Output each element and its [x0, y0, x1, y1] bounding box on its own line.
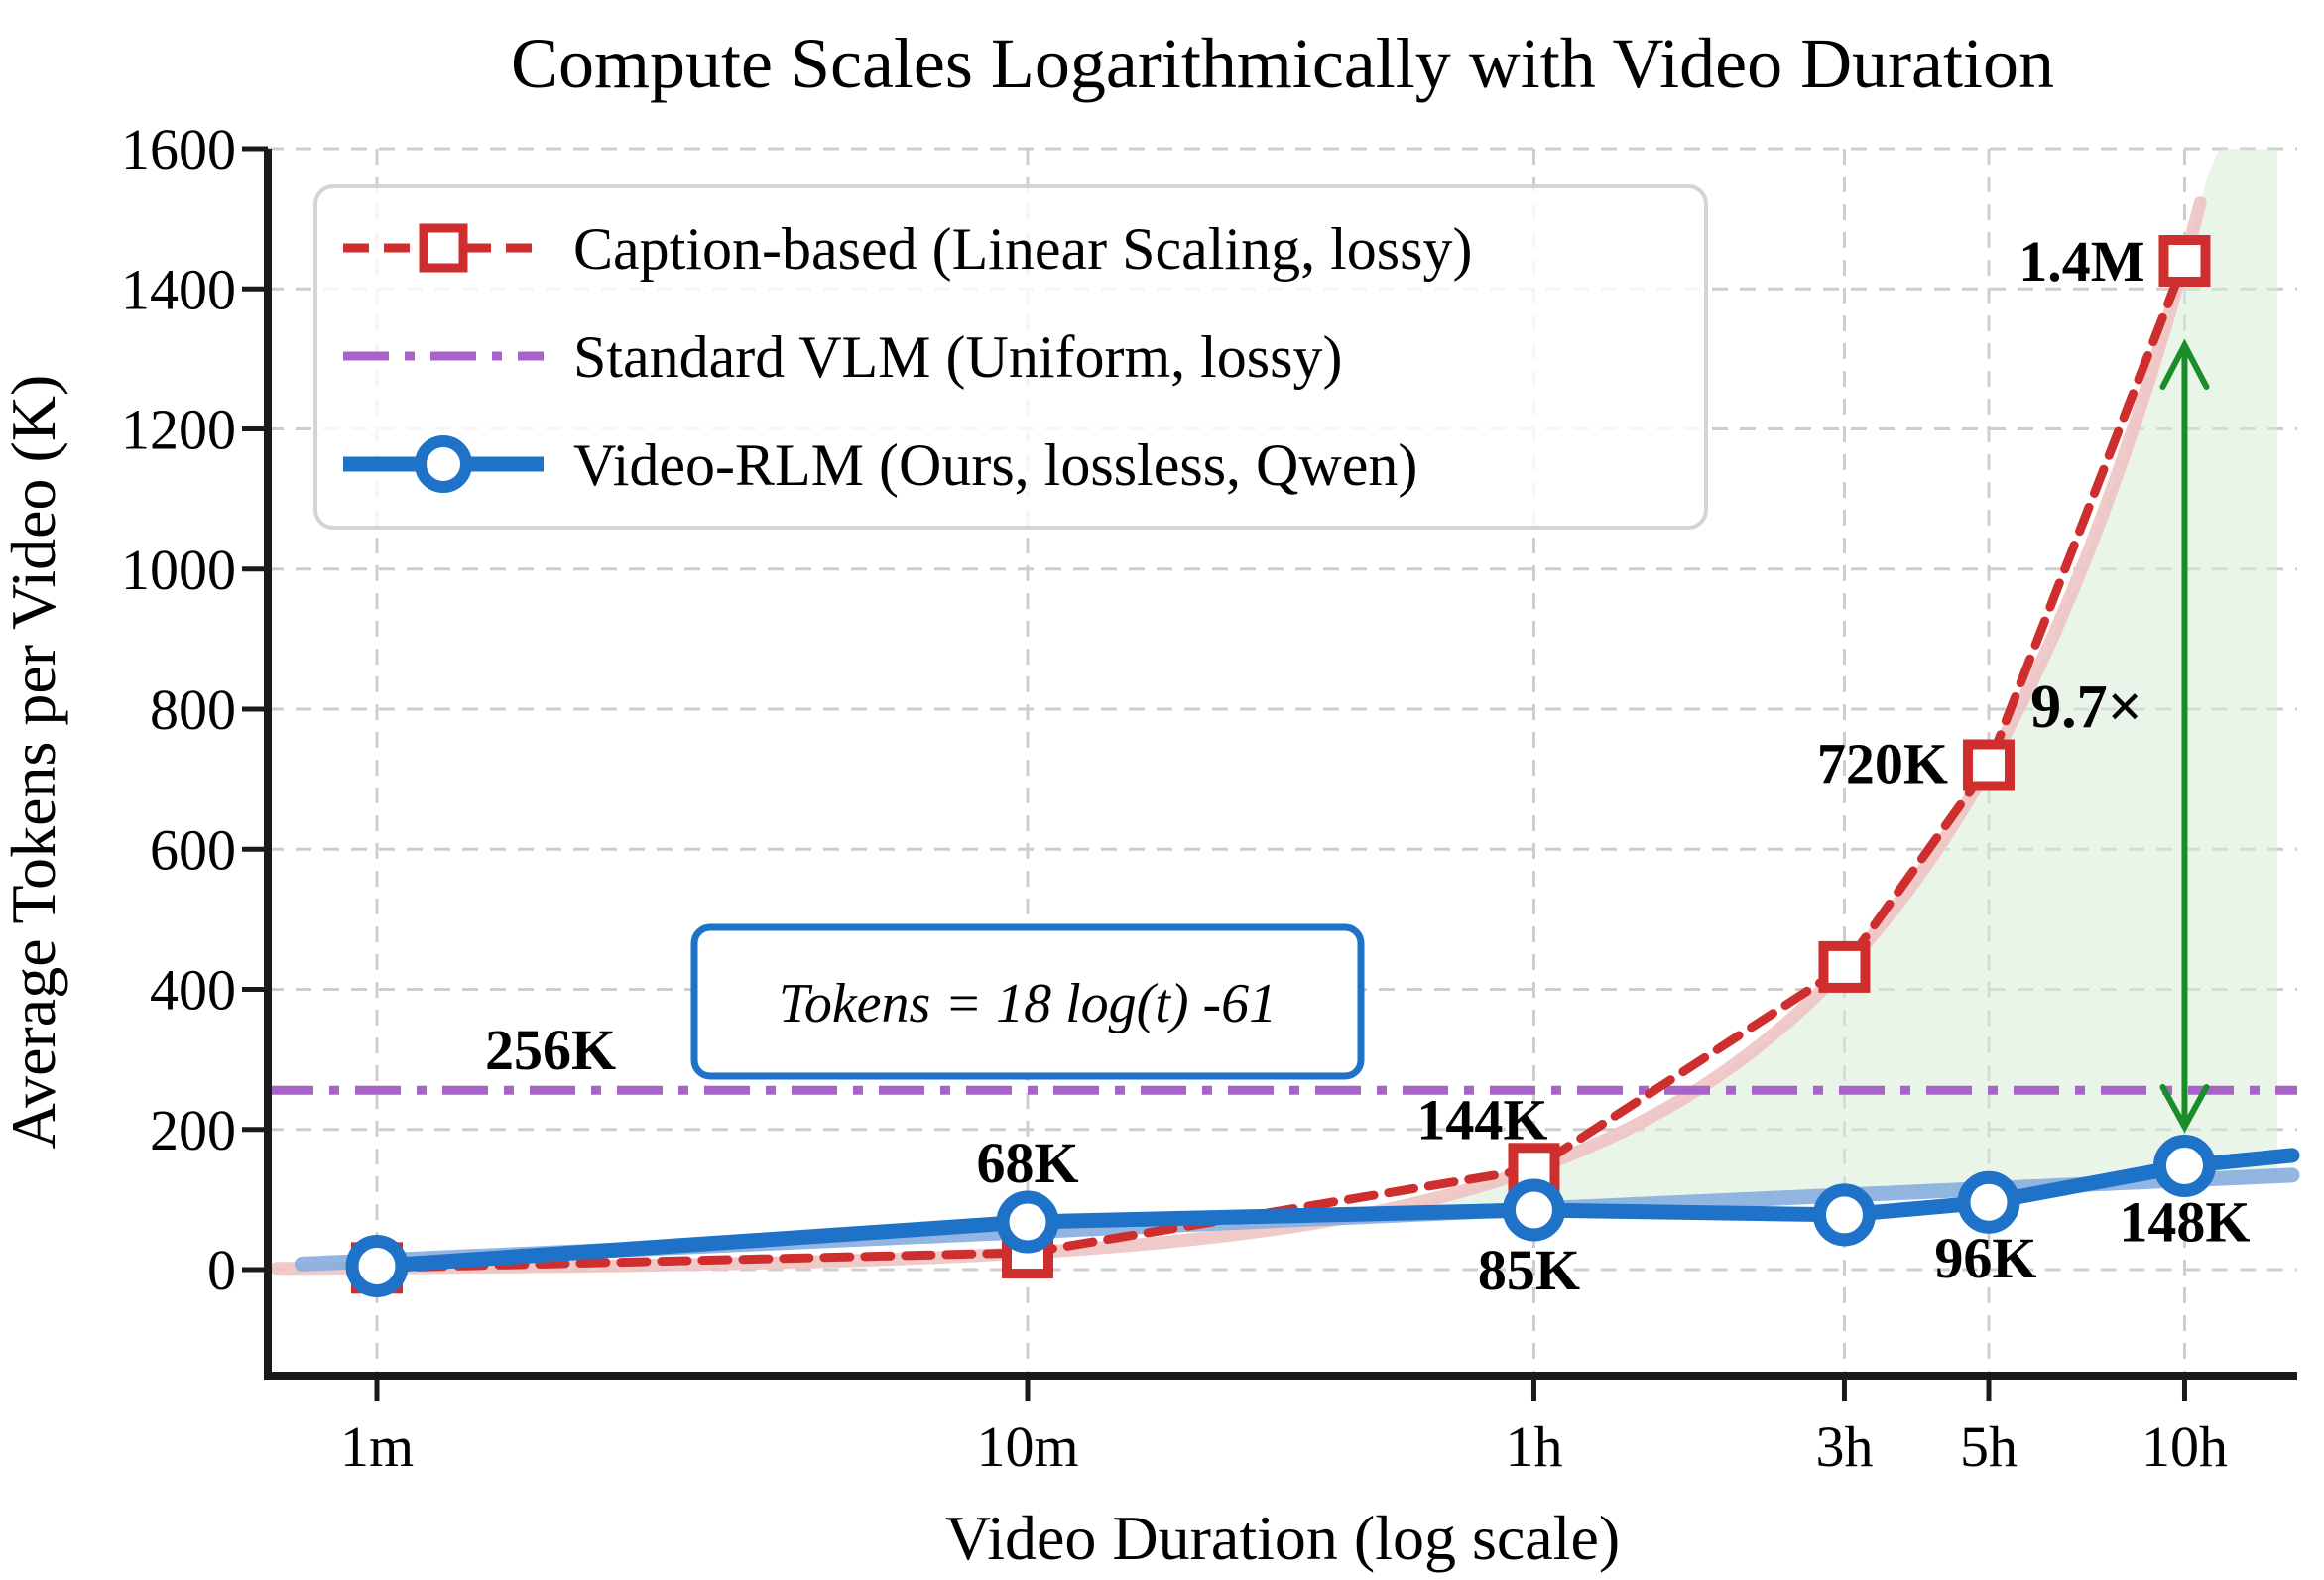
token-savings-region	[1347, 149, 2278, 1218]
x-axis-label: Video Duration (log scale)	[945, 1503, 1620, 1573]
legend: Caption-based (Linear Scaling, lossy) Sta…	[313, 184, 1708, 530]
x-tick-label: 3h	[1815, 1414, 1873, 1479]
rlm-point-marker	[996, 1190, 1059, 1254]
point-value-label: 148K	[2119, 1189, 2250, 1254]
rlm-point-marker	[1812, 1183, 1876, 1247]
ratio-label: 9.7×	[2030, 673, 2142, 741]
point-value-label: 1.4M	[2018, 229, 2144, 294]
y-tick-label: 1600	[121, 117, 236, 182]
caption-data-line	[372, 256, 2189, 1273]
point-value-label: 96K	[1934, 1226, 2036, 1290]
point-value-label: 144K	[1416, 1087, 1547, 1152]
rlm-point-marker	[1957, 1170, 2020, 1234]
legend-box	[313, 184, 1708, 530]
legend-label-caption: Caption-based (Linear Scaling, lossy)	[573, 216, 1472, 282]
y-tick-label: 1400	[121, 257, 236, 321]
caption-point-marker	[2158, 235, 2211, 287]
axes	[242, 146, 2297, 1401]
legend-label-vlm: Standard VLM (Uniform, lossy)	[573, 324, 1343, 390]
y-tick-label: 400	[150, 958, 236, 1023]
y-tick-label: 0	[207, 1238, 236, 1302]
caption-point-marker	[1962, 739, 2015, 791]
legend-label-rlm: Video-RLM (Ours, lossless, Qwen)	[573, 432, 1417, 498]
y-tick-label: 1000	[121, 538, 236, 602]
y-tick-label: 200	[150, 1098, 236, 1162]
vlm-limit-label: 256K	[485, 1018, 616, 1082]
x-tick-label: 10m	[976, 1414, 1078, 1479]
x-tick-label: 5h	[1960, 1414, 2018, 1479]
x-tick-label: 1m	[340, 1414, 414, 1479]
rlm-point-marker	[2152, 1134, 2216, 1197]
x-tick-label: 1h	[1505, 1414, 1562, 1479]
point-value-label: 68K	[976, 1131, 1078, 1195]
point-value-label: 720K	[1817, 732, 1948, 796]
chart-title: Compute Scales Logarithmically with Vide…	[511, 24, 2054, 103]
y-tick-label: 800	[150, 677, 236, 742]
x-tick-label: 10h	[2141, 1414, 2228, 1479]
rlm-point-marker	[1502, 1178, 1565, 1242]
fit-formula-text: Tokens = 18 log(t) -61	[779, 973, 1277, 1034]
caption-point-marker	[1818, 940, 1871, 993]
y-axis-label: Average Tokens per Video (K)	[0, 375, 68, 1150]
legend-circle-marker	[415, 435, 472, 493]
ratio-arrow	[2159, 338, 2210, 1134]
legend-square-marker	[419, 223, 468, 273]
y-tick-label: 600	[150, 817, 236, 882]
point-value-label: 85K	[1478, 1238, 1580, 1302]
y-tick-label: 1200	[121, 398, 236, 462]
rlm-point-marker	[345, 1234, 409, 1297]
fit-formula-box	[690, 923, 1365, 1080]
